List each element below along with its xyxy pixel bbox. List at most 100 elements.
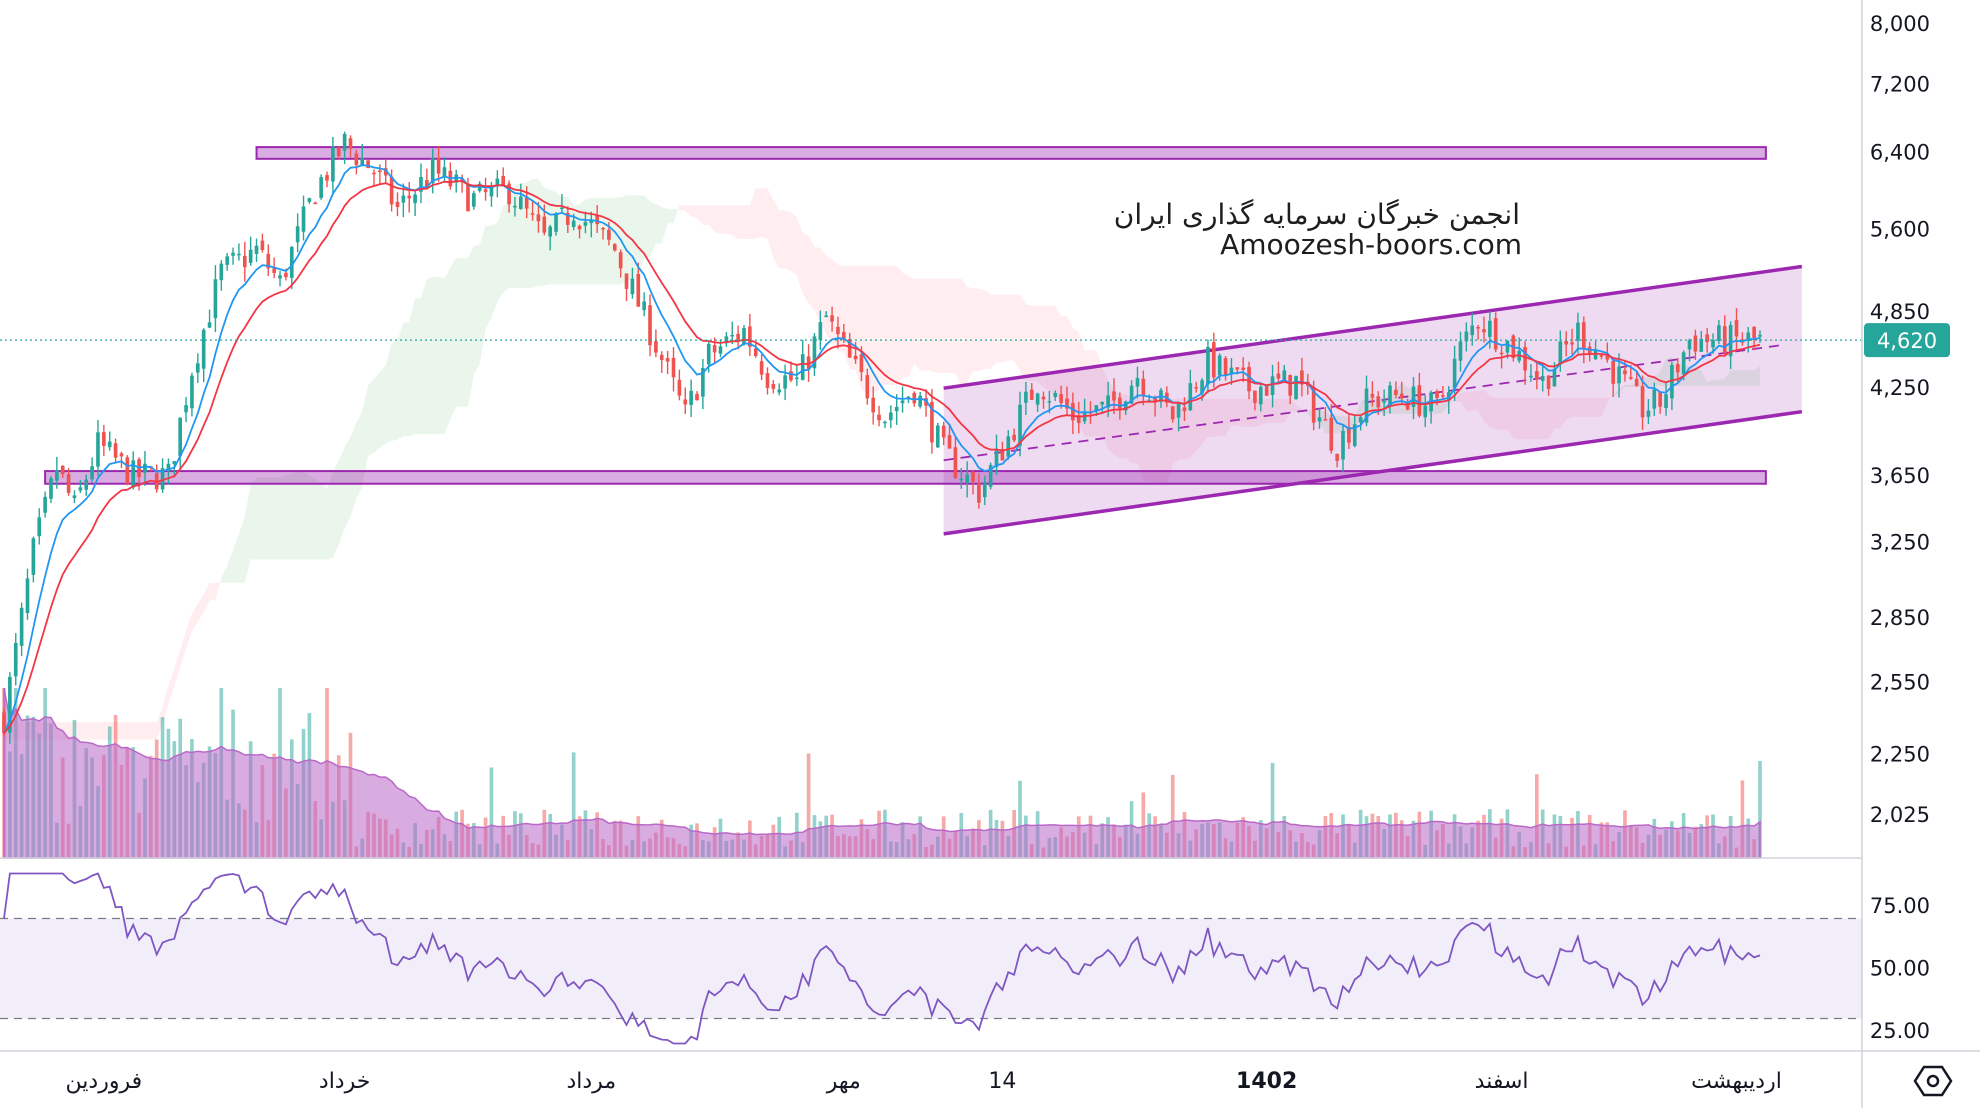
candle-body	[842, 332, 846, 340]
candle-body	[472, 193, 476, 207]
candle-body	[401, 195, 406, 203]
cloud-segment	[679, 188, 1308, 486]
time-tick-label: اسفند	[1475, 1069, 1529, 1094]
candle-body	[994, 448, 999, 467]
watermark-persian: انجمن خبرگان سرمایه گذاری ایران	[1114, 198, 1520, 231]
volume-bar	[1740, 780, 1745, 858]
candle-body	[736, 333, 740, 341]
candle-body	[1270, 376, 1275, 395]
candle-body	[195, 363, 200, 373]
candle-body	[307, 198, 312, 202]
candle-body	[518, 196, 523, 209]
candle-body	[1576, 322, 1580, 341]
candle-body	[935, 425, 940, 448]
candle-body	[378, 170, 382, 172]
candle-body	[60, 465, 65, 475]
cloud-segment	[1454, 389, 1614, 440]
candle-body	[1388, 385, 1392, 407]
candle-body	[1029, 389, 1034, 400]
price-tick-label: 6,400	[1870, 140, 1930, 164]
candle-body	[853, 355, 858, 360]
candle-body	[1241, 367, 1246, 371]
candle-body	[1053, 392, 1058, 397]
candle-body	[184, 405, 188, 413]
volume-bar	[489, 767, 494, 858]
candle-body	[125, 457, 130, 485]
candle-body	[13, 642, 18, 677]
candle-body	[1217, 355, 1222, 376]
candle-body	[536, 214, 541, 222]
candle-body	[1464, 331, 1469, 342]
candle-body	[1317, 417, 1322, 422]
candle-body	[266, 253, 271, 269]
candle-body	[1394, 389, 1398, 395]
candle-body	[865, 375, 870, 399]
candle-body	[1282, 370, 1287, 381]
candle-body	[1752, 326, 1756, 338]
candle-body	[295, 226, 300, 243]
candle-body	[336, 147, 341, 157]
candle-body	[37, 517, 42, 537]
candle-body	[319, 177, 323, 198]
candle-body	[425, 180, 429, 187]
candle-body	[1499, 352, 1504, 355]
price-tick-label: 8,000	[1870, 12, 1930, 36]
candle-body	[1652, 389, 1657, 409]
candle-body	[1235, 367, 1240, 370]
candle-body	[1141, 378, 1146, 396]
candle-body	[642, 301, 646, 311]
candle-body	[1564, 341, 1569, 345]
candle-body	[930, 402, 934, 443]
candle-body	[278, 275, 282, 279]
candle-body	[654, 341, 658, 353]
candle-body	[847, 339, 852, 358]
candle-body	[1341, 430, 1345, 460]
candle-body	[648, 305, 652, 346]
candle-body	[1540, 375, 1545, 381]
candle-body	[1405, 402, 1410, 410]
candle-body	[178, 417, 183, 457]
candle-body	[43, 496, 47, 513]
candle-body	[1024, 391, 1028, 403]
candle-body	[982, 482, 987, 498]
candle-body	[1006, 436, 1011, 457]
candle-body	[1382, 401, 1386, 403]
candle-body	[460, 179, 464, 181]
candle-body	[160, 468, 165, 490]
candle-body	[1746, 332, 1751, 342]
candle-body	[1211, 342, 1216, 378]
candle-body	[894, 406, 899, 412]
candle-body	[342, 133, 347, 151]
candle-body	[1288, 375, 1292, 396]
candle-body	[1012, 434, 1016, 441]
candle-body	[483, 189, 488, 193]
candle-body	[1123, 401, 1128, 411]
rsi-tick-label: 75.00	[1870, 894, 1930, 918]
candle-body	[965, 474, 969, 483]
time-tick-label: فروردین	[66, 1069, 143, 1094]
candle-body	[430, 157, 435, 184]
candle-body	[1176, 403, 1181, 418]
chart-settings-icon[interactable]	[1913, 1065, 1953, 1097]
candle-body	[96, 432, 100, 467]
candle-body	[1605, 354, 1610, 360]
candle-body	[565, 213, 570, 225]
candle-body	[1717, 325, 1721, 341]
candle-body	[1170, 406, 1175, 420]
volume-bar	[1141, 792, 1146, 858]
candle-body	[1458, 341, 1463, 361]
candle-body	[489, 186, 494, 197]
candle-body	[495, 178, 500, 187]
price-axis[interactable]: 8,000 7,200 6,400 5,600 4,850 4,250 3,650 3,250…	[1870, 12, 1930, 827]
candle-body	[1435, 391, 1439, 399]
time-axis[interactable]: فروردین خرداد مرداد مهر 14 1402 اسفند اردیبهشت	[66, 1069, 1782, 1094]
candle-body	[571, 220, 576, 227]
volume-bar	[806, 753, 811, 858]
candle-body	[1018, 404, 1022, 446]
candle-body	[436, 158, 441, 174]
candle-body	[765, 373, 770, 388]
candle-body	[1047, 401, 1052, 403]
price-tick-label: 3,650	[1870, 464, 1930, 488]
rsi-axis[interactable]: 75.00 50.00 25.00	[1870, 894, 1930, 1043]
